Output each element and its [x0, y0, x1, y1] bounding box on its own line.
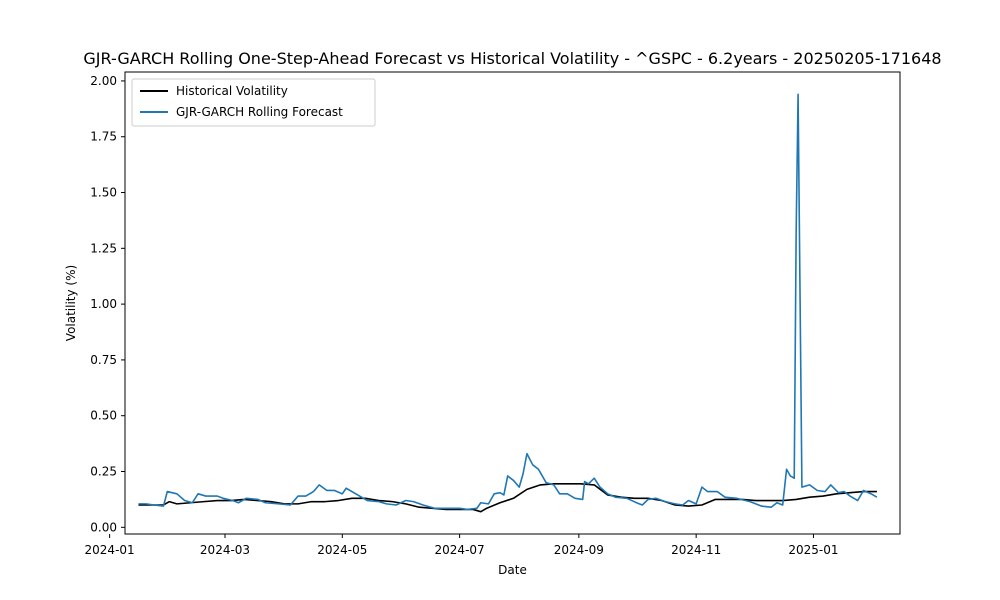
legend-label-gjr-garch-forecast: GJR-GARCH Rolling Forecast	[176, 105, 343, 119]
x-tick-label: 2024-09	[554, 543, 604, 557]
y-tick-label: 0.75	[90, 353, 117, 367]
x-tick-label: 2024-03	[200, 543, 250, 557]
y-tick-label: 0.25	[90, 465, 117, 479]
legend-label-historical-volatility: Historical Volatility	[176, 84, 288, 98]
legend-box	[131, 78, 376, 127]
x-tick-label: 2024-11	[671, 543, 721, 557]
series-line-gjr-garch-forecast	[138, 93, 878, 511]
y-tick-label: 1.25	[90, 241, 117, 255]
y-tick-label: 1.75	[90, 130, 117, 144]
y-axis-label: Volatility (%)	[64, 265, 78, 341]
y-axis: 0.00 0.25 0.50 0.75 1.00 1.25 1.50 1.75 2.00	[90, 74, 125, 534]
y-tick-label: 1.50	[90, 186, 117, 200]
x-tick-label: 2024-07	[435, 543, 485, 557]
x-axis-label: Date	[498, 563, 527, 577]
series-layer	[138, 93, 878, 513]
x-axis: 2024-01 2024-03 2024-05 2024-07 2024-09 2024-…	[85, 534, 839, 557]
chart-title: GJR-GARCH Rolling One-Step-Ahead Forecas…	[83, 49, 941, 68]
y-tick-label: 0.00	[90, 520, 117, 534]
x-tick-label: 2024-01	[85, 543, 135, 557]
y-tick-label: 0.50	[90, 409, 117, 423]
legend: Historical Volatility GJR-GARCH Rolling …	[131, 78, 376, 127]
plot-area	[124, 71, 901, 535]
x-tick-label: 2025-01	[788, 543, 838, 557]
plot-frame	[124, 71, 901, 535]
y-tick-label: 2.00	[90, 74, 117, 88]
y-tick-label: 1.00	[90, 297, 117, 311]
x-tick-label: 2024-05	[317, 543, 367, 557]
series-line-historical-volatility	[138, 482, 877, 513]
